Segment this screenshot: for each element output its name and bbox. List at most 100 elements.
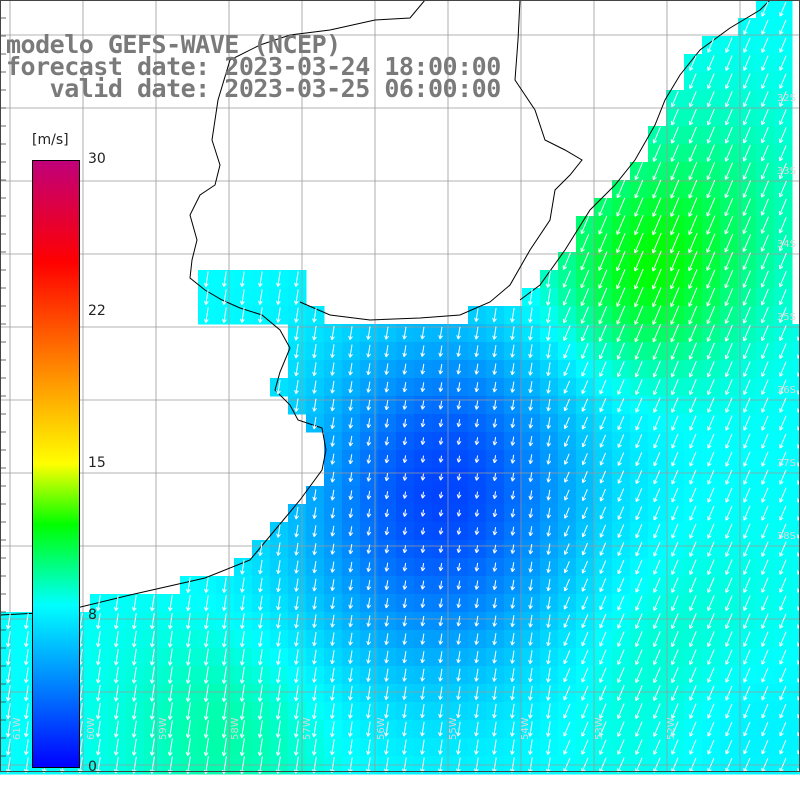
wind-arrow [312, 344, 317, 359]
wind-arrow [635, 721, 643, 737]
wind-arrow [384, 526, 390, 536]
wind-arrow [528, 325, 533, 341]
wind-arrow [581, 614, 589, 629]
wind-arrow [294, 560, 299, 574]
wind-arrow [599, 739, 607, 755]
wind-arrow [348, 508, 354, 518]
wind-arrow [707, 631, 715, 647]
wind-arrow [510, 381, 516, 393]
wind-arrow [743, 685, 751, 701]
wind-arrow [420, 527, 426, 535]
wind-arrow [546, 417, 551, 429]
wind-arrow [743, 523, 751, 539]
wind-arrow [294, 578, 299, 592]
wind-cell [792, 648, 800, 667]
wind-arrow [743, 37, 751, 53]
wind-arrow [653, 649, 661, 666]
wind-arrow [742, 126, 751, 144]
wind-arrow [617, 703, 625, 719]
wind-arrow [546, 703, 551, 719]
wind-arrow [706, 251, 716, 271]
wind-arrow [456, 633, 462, 645]
wind-arrow [528, 543, 534, 555]
wind-arrow [671, 91, 679, 108]
wind-arrow [617, 595, 625, 611]
wind-arrow [653, 739, 661, 755]
wind-arrow [634, 232, 644, 254]
wind-arrow [653, 379, 661, 396]
wind-arrow [779, 307, 787, 324]
wind-arrow [707, 595, 715, 611]
wind-arrow [670, 250, 680, 272]
wind-arrow [456, 491, 462, 499]
wind-arrow [510, 685, 515, 701]
wind-arrow [330, 380, 335, 394]
wind-cell [792, 342, 800, 361]
wind-arrow [95, 684, 101, 702]
wind-arrow [384, 650, 389, 664]
wind-arrow [635, 506, 643, 521]
wind-arrow [724, 126, 733, 144]
wind-arrow [239, 684, 245, 702]
wind-arrow [581, 525, 588, 538]
wind-arrow [617, 739, 625, 755]
wind-arrow [743, 703, 751, 719]
wind-arrow [725, 631, 733, 647]
wind-arrow [671, 739, 679, 755]
wind-arrow [456, 400, 462, 410]
wind-arrow [580, 324, 589, 342]
wind-arrow [598, 342, 607, 360]
wind-arrow [384, 473, 390, 482]
wind-arrow [742, 216, 752, 235]
wind-arrow [366, 668, 371, 682]
wind-arrow [311, 720, 317, 738]
wind-arrow [779, 55, 787, 71]
wind-arrow [545, 288, 551, 306]
wind-arrow [276, 289, 281, 305]
wind-arrow [581, 398, 589, 412]
wind-arrow [258, 595, 263, 611]
wind-arrow [167, 612, 173, 630]
wind-arrow [366, 399, 372, 411]
wind-arrow [348, 326, 353, 340]
wind-arrow [598, 233, 608, 253]
wind-arrow [492, 650, 497, 664]
wind-arrow [203, 666, 209, 684]
wind-cell [792, 414, 800, 433]
wind-arrow [670, 197, 680, 217]
wind-arrow [438, 721, 443, 737]
wind-arrow [724, 215, 734, 235]
wind-arrow [743, 721, 751, 737]
wind-arrow [617, 721, 625, 737]
wind-arrow [131, 595, 137, 612]
wind-arrow [546, 471, 552, 483]
wind-arrow [707, 541, 715, 557]
wind-arrow [293, 684, 299, 702]
wind-arrow [546, 325, 551, 341]
wind-arrow [294, 289, 299, 305]
wind-arrow [635, 739, 643, 755]
wind-arrow [348, 703, 353, 719]
wind-arrow [743, 505, 751, 521]
wind-arrow [330, 507, 336, 519]
wind-arrow [760, 180, 769, 198]
wind-arrow [653, 595, 661, 611]
wind-arrow [581, 560, 589, 574]
wind-arrow [330, 399, 335, 412]
wind-arrow [670, 305, 680, 325]
wind-arrow [563, 685, 571, 701]
wind-arrow [384, 597, 390, 609]
wind-arrow [546, 489, 552, 501]
wind-arrow [276, 379, 281, 395]
wind-cell [792, 486, 800, 505]
wind-arrow [185, 738, 191, 757]
wind-cell [792, 720, 800, 739]
wind-arrow [689, 595, 697, 611]
wind-arrow [366, 526, 372, 536]
title-valid-date: valid date: 2023-03-25 06:00:00 [6, 74, 502, 103]
wind-arrow [402, 633, 408, 645]
wind-arrow [258, 577, 263, 593]
wind-arrow [366, 579, 372, 591]
wind-arrow [743, 739, 751, 755]
wind-arrow [670, 287, 680, 308]
